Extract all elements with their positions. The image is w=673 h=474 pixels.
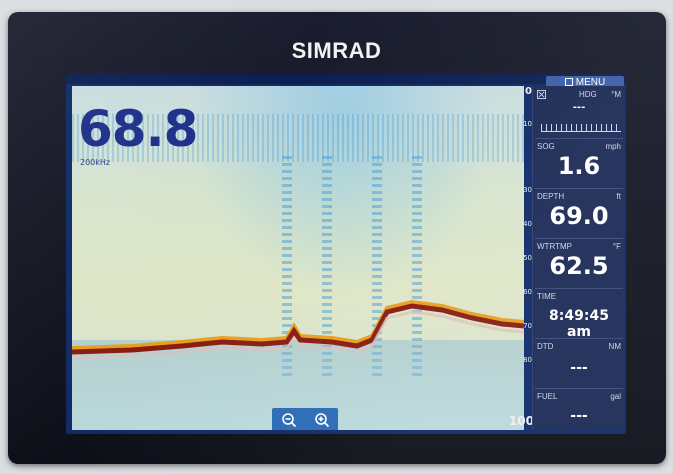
water-temp-cell[interactable]: WTRTMP °F 62.5 — [535, 242, 623, 286]
sonar-noise-column — [412, 156, 422, 376]
time-value: 8:49:45 am — [549, 308, 609, 340]
divider — [535, 238, 623, 239]
sog-cell[interactable]: SOG mph 1.6 — [535, 142, 623, 186]
brand-logo: SIMRAD — [291, 38, 382, 63]
heading-value: --- — [572, 102, 586, 113]
fuel-unit: gal — [610, 392, 621, 401]
frequency-label: 200kHz — [80, 158, 111, 167]
zoom-in-icon[interactable] — [314, 412, 330, 428]
instrument-panel: HDG °M --- SOG mph 1.6 DEPTH ft 69.0 WTR… — [532, 86, 624, 430]
scale-tick-label: 70 — [523, 322, 532, 330]
divider — [535, 288, 623, 289]
bottom-return — [72, 299, 524, 360]
heading-unit: °M — [611, 90, 621, 99]
water-temp-unit: °F — [612, 242, 621, 251]
divider — [535, 188, 623, 189]
depth-cell[interactable]: DEPTH ft 69.0 — [535, 192, 623, 236]
zoom-controls — [272, 408, 338, 430]
fuel-value: --- — [570, 408, 588, 424]
scale-tick-label: 80 — [523, 356, 532, 364]
time-label: TIME — [537, 292, 557, 301]
fuel-cell[interactable]: FUEL gal --- — [535, 392, 623, 428]
water-temp-value: 62.5 — [549, 252, 609, 280]
water-temp-label: WTRTMP — [537, 242, 572, 251]
display-screen: 68.8 200kHz 0 10 30 40 50 60 70 80 100 M — [66, 74, 626, 434]
sonar-noise-column — [322, 156, 332, 376]
close-icon[interactable] — [537, 90, 546, 99]
sonar-view[interactable]: 68.8 200kHz — [72, 86, 524, 430]
heading-label: HDG — [579, 90, 597, 99]
sog-unit: mph — [605, 142, 621, 151]
scale-top-label: 0 — [525, 86, 532, 97]
menu-label: MENU — [575, 77, 606, 88]
divider — [535, 138, 623, 139]
time-cell[interactable]: TIME 8:49:45 am — [535, 292, 623, 340]
depth-scale: 0 10 30 40 50 60 70 80 100 — [509, 86, 534, 430]
zoom-out-icon[interactable] — [281, 412, 297, 428]
divider — [535, 338, 623, 339]
dtd-unit: NM — [608, 342, 621, 351]
scale-tick-label: 50 — [523, 254, 532, 262]
scale-bottom-label: 100 — [508, 414, 534, 428]
sog-value: 1.6 — [557, 152, 601, 180]
fuel-label: FUEL — [537, 392, 558, 401]
sonar-noise-column — [282, 156, 292, 376]
scale-tick-label: 10 — [523, 120, 532, 128]
scale-tick-label: 30 — [523, 186, 532, 194]
scale-tick-label: 40 — [523, 220, 532, 228]
dtd-label: DTD — [537, 342, 554, 351]
divider — [535, 388, 623, 389]
menu-icon — [564, 78, 573, 86]
compass-tape — [541, 124, 621, 132]
sonar-noise-column — [372, 156, 382, 376]
scale-tick-label: 60 — [523, 288, 532, 296]
status-strip — [66, 74, 626, 84]
sog-label: SOG — [537, 142, 555, 151]
dtd-cell[interactable]: DTD NM --- — [535, 342, 623, 386]
depth-value: 69.0 — [549, 202, 609, 230]
depth-unit: ft — [616, 192, 621, 201]
bottom-core-line — [72, 303, 524, 355]
dtd-value: --- — [570, 360, 588, 376]
heading-cell[interactable]: HDG °M --- — [535, 90, 623, 136]
depth-reading: 68.8 — [78, 100, 198, 158]
surface-clutter — [72, 114, 524, 162]
depth-label: DEPTH — [537, 192, 565, 201]
bottom-shadow-line — [72, 310, 524, 360]
bottom-edge-line — [72, 299, 524, 350]
